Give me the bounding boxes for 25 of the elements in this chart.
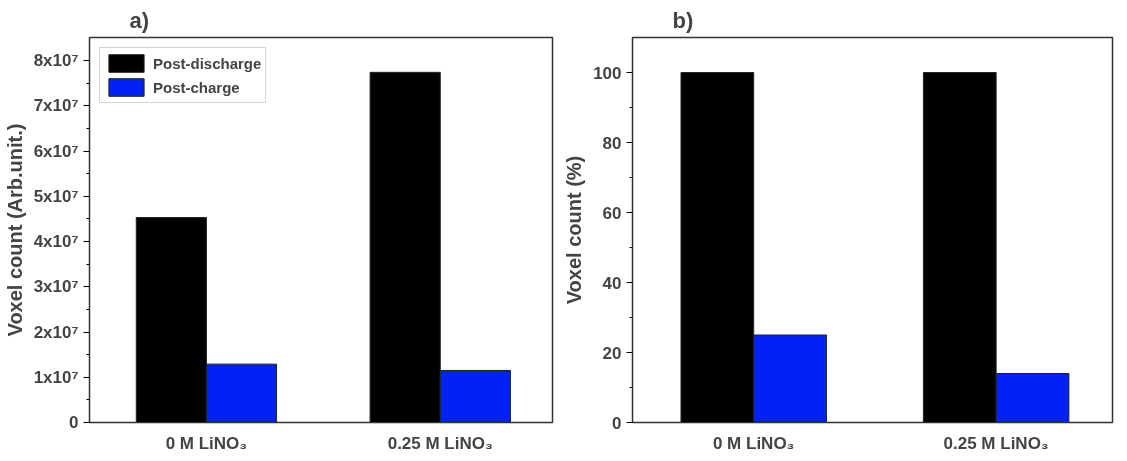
legend-label: Post-discharge [153, 54, 262, 72]
y-tick-label: 6x10⁷ [33, 141, 79, 161]
y-tick-label: 3x10⁷ [33, 277, 79, 297]
chart-title: a) [129, 7, 150, 33]
y-tick-label: 1x10⁷ [33, 367, 79, 387]
y-tick-label: 0 [69, 413, 79, 432]
x-tick-label: 0.25 M LiNO₃ [943, 433, 1049, 453]
y-tick-label: 60 [602, 203, 622, 223]
y-axis-title: Voxel count (Arb.unit.) [3, 123, 26, 337]
y-tick-label: 4x10⁷ [33, 232, 79, 252]
y-axis-title: Voxel count (%) [563, 155, 586, 305]
chart-title: b) [672, 7, 694, 33]
legend-label: Post-charge [153, 78, 240, 96]
y-tick-label: 0 [612, 413, 622, 433]
y-tick-label: 100 [593, 63, 622, 83]
x-tick-label: 0.25 M LiNO₃ [387, 433, 493, 453]
y-tick-label: 8x10⁷ [33, 51, 79, 71]
y-tick-label: 20 [602, 343, 622, 363]
y-tick-label: 40 [602, 273, 622, 293]
x-tick-label: 0 M LiNO₃ [712, 433, 795, 453]
y-tick-label: 80 [602, 133, 622, 153]
y-tick-label: 5x10⁷ [33, 186, 79, 206]
y-tick-label: 7x10⁷ [33, 96, 79, 116]
x-tick-label: 0 M LiNO₃ [165, 433, 248, 453]
y-tick-label: 2x10⁷ [33, 322, 79, 342]
